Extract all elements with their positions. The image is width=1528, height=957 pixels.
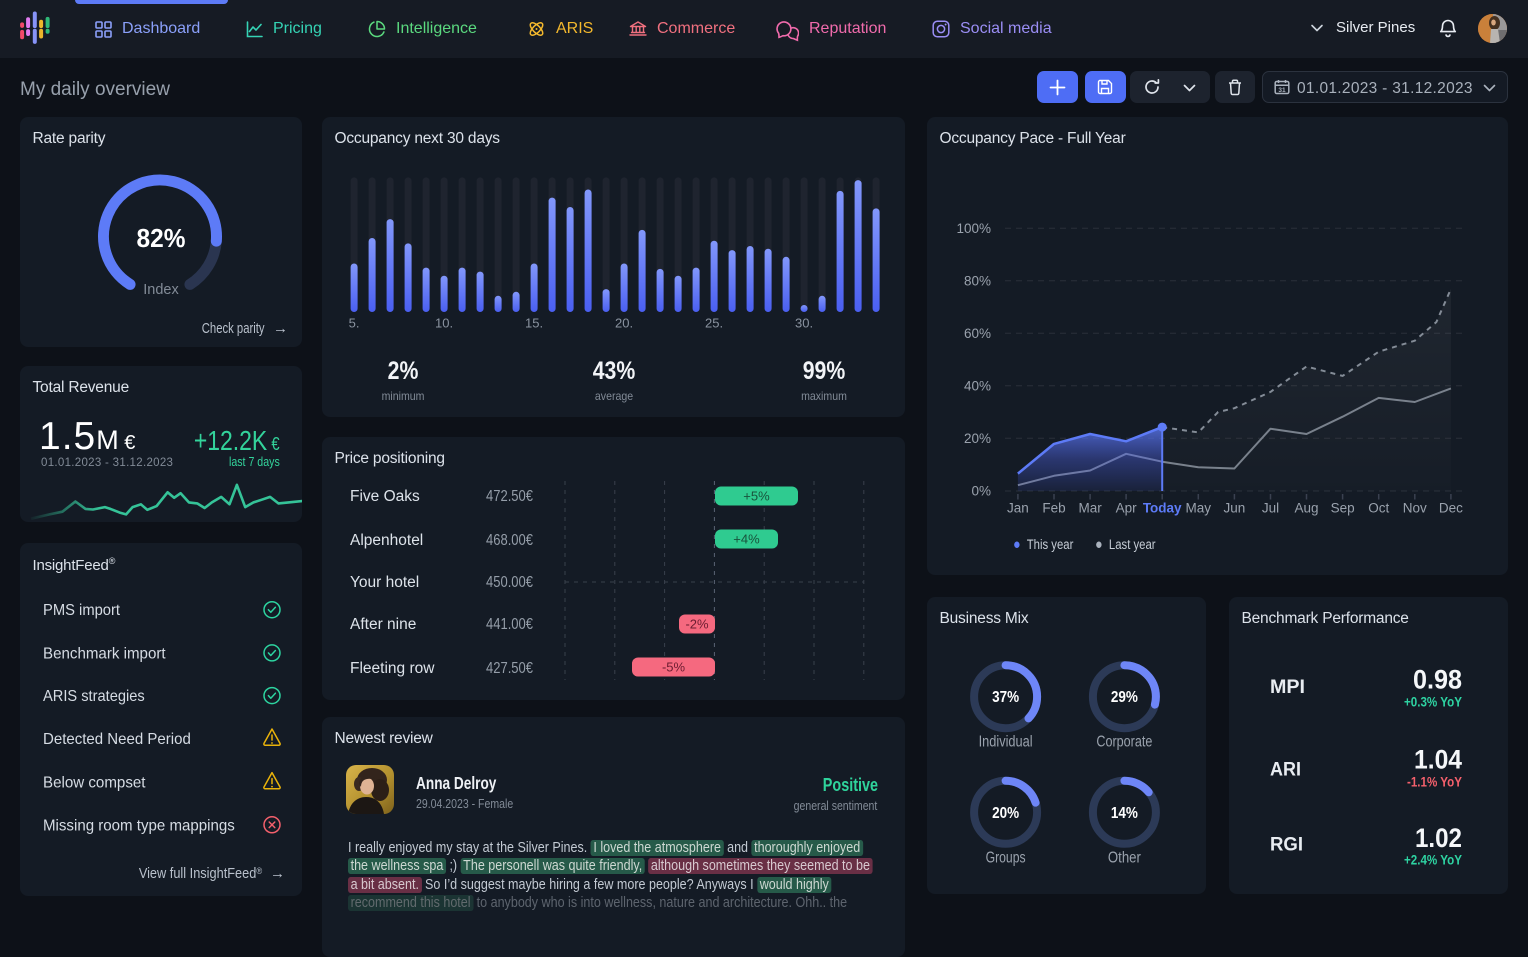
svg-text:Your hotel: Your hotel [350,574,419,591]
svg-text:20%: 20% [992,805,1019,822]
svg-text:ARI: ARI [1270,760,1301,781]
svg-text:Feb: Feb [1042,501,1065,516]
svg-text:5.: 5. [349,316,360,331]
svg-text:Below compset: Below compset [43,775,146,792]
svg-text:Individual: Individual [979,734,1033,751]
svg-text:-2%: -2% [685,617,709,632]
svg-text:Jan: Jan [1007,501,1029,516]
svg-text:0%: 0% [971,484,991,499]
svg-text:Mar: Mar [1078,501,1102,516]
svg-text:30.: 30. [795,316,813,331]
svg-text:0.98: 0.98 [1413,665,1462,695]
svg-text:1.04: 1.04 [1414,745,1462,775]
svg-text:Groups: Groups [986,849,1026,866]
svg-text:14%: 14% [1111,805,1138,822]
svg-text:Missing room type mappings: Missing room type mappings [43,817,235,834]
svg-text:472.50€: 472.50€ [486,488,533,505]
svg-text:Other: Other [1108,849,1141,866]
svg-text:40%: 40% [964,378,991,393]
svg-text:427.50€: 427.50€ [486,660,533,677]
svg-text:Sep: Sep [1331,501,1355,516]
svg-text:+4%: +4% [733,532,760,547]
svg-text:Jul: Jul [1262,501,1279,516]
svg-text:-1.1% YoY: -1.1% YoY [1407,774,1462,789]
svg-text:Corporate: Corporate [1096,734,1152,751]
svg-text:Nov: Nov [1403,501,1427,516]
svg-text:Aug: Aug [1294,501,1318,516]
svg-text:Today: Today [1143,501,1182,516]
svg-text:Detected Need Period: Detected Need Period [43,731,191,748]
svg-text:450.00€: 450.00€ [486,574,533,591]
svg-text:MPI: MPI [1270,677,1305,698]
svg-text:80%: 80% [964,273,991,288]
svg-text:468.00€: 468.00€ [486,532,533,549]
svg-text:-5%: -5% [662,660,686,675]
svg-text:Fleeting row: Fleeting row [350,660,435,677]
svg-text:100%: 100% [956,221,991,236]
svg-text:1.02: 1.02 [1415,823,1462,853]
svg-text:60%: 60% [964,326,991,341]
svg-text:Dec: Dec [1439,501,1463,516]
svg-text:Jun: Jun [1224,501,1246,516]
svg-text:37%: 37% [992,689,1019,706]
svg-text:PMS import: PMS import [43,602,121,619]
svg-text:RGI: RGI [1270,835,1303,856]
svg-text:20%: 20% [964,431,991,446]
svg-text:+5%: +5% [743,489,770,504]
svg-text:+0.3% YoY: +0.3% YoY [1404,695,1462,710]
svg-text:441.00€: 441.00€ [486,616,533,633]
svg-text:31: 31 [1278,87,1286,94]
svg-text:Alpenhotel: Alpenhotel [350,532,423,549]
svg-text:20.: 20. [615,316,633,331]
svg-text:Benchmark import: Benchmark import [43,645,166,662]
svg-text:+2.4% YoY: +2.4% YoY [1404,853,1462,868]
svg-text:Five Oaks: Five Oaks [350,488,420,505]
svg-text:29%: 29% [1111,689,1138,706]
svg-text:Oct: Oct [1368,501,1389,516]
svg-text:After nine: After nine [350,616,416,633]
svg-text:15.: 15. [525,316,543,331]
svg-text:ARIS strategies: ARIS strategies [43,688,145,705]
svg-text:10.: 10. [435,316,453,331]
svg-text:25.: 25. [705,316,723,331]
svg-text:May: May [1186,501,1212,516]
svg-text:Apr: Apr [1116,501,1138,516]
